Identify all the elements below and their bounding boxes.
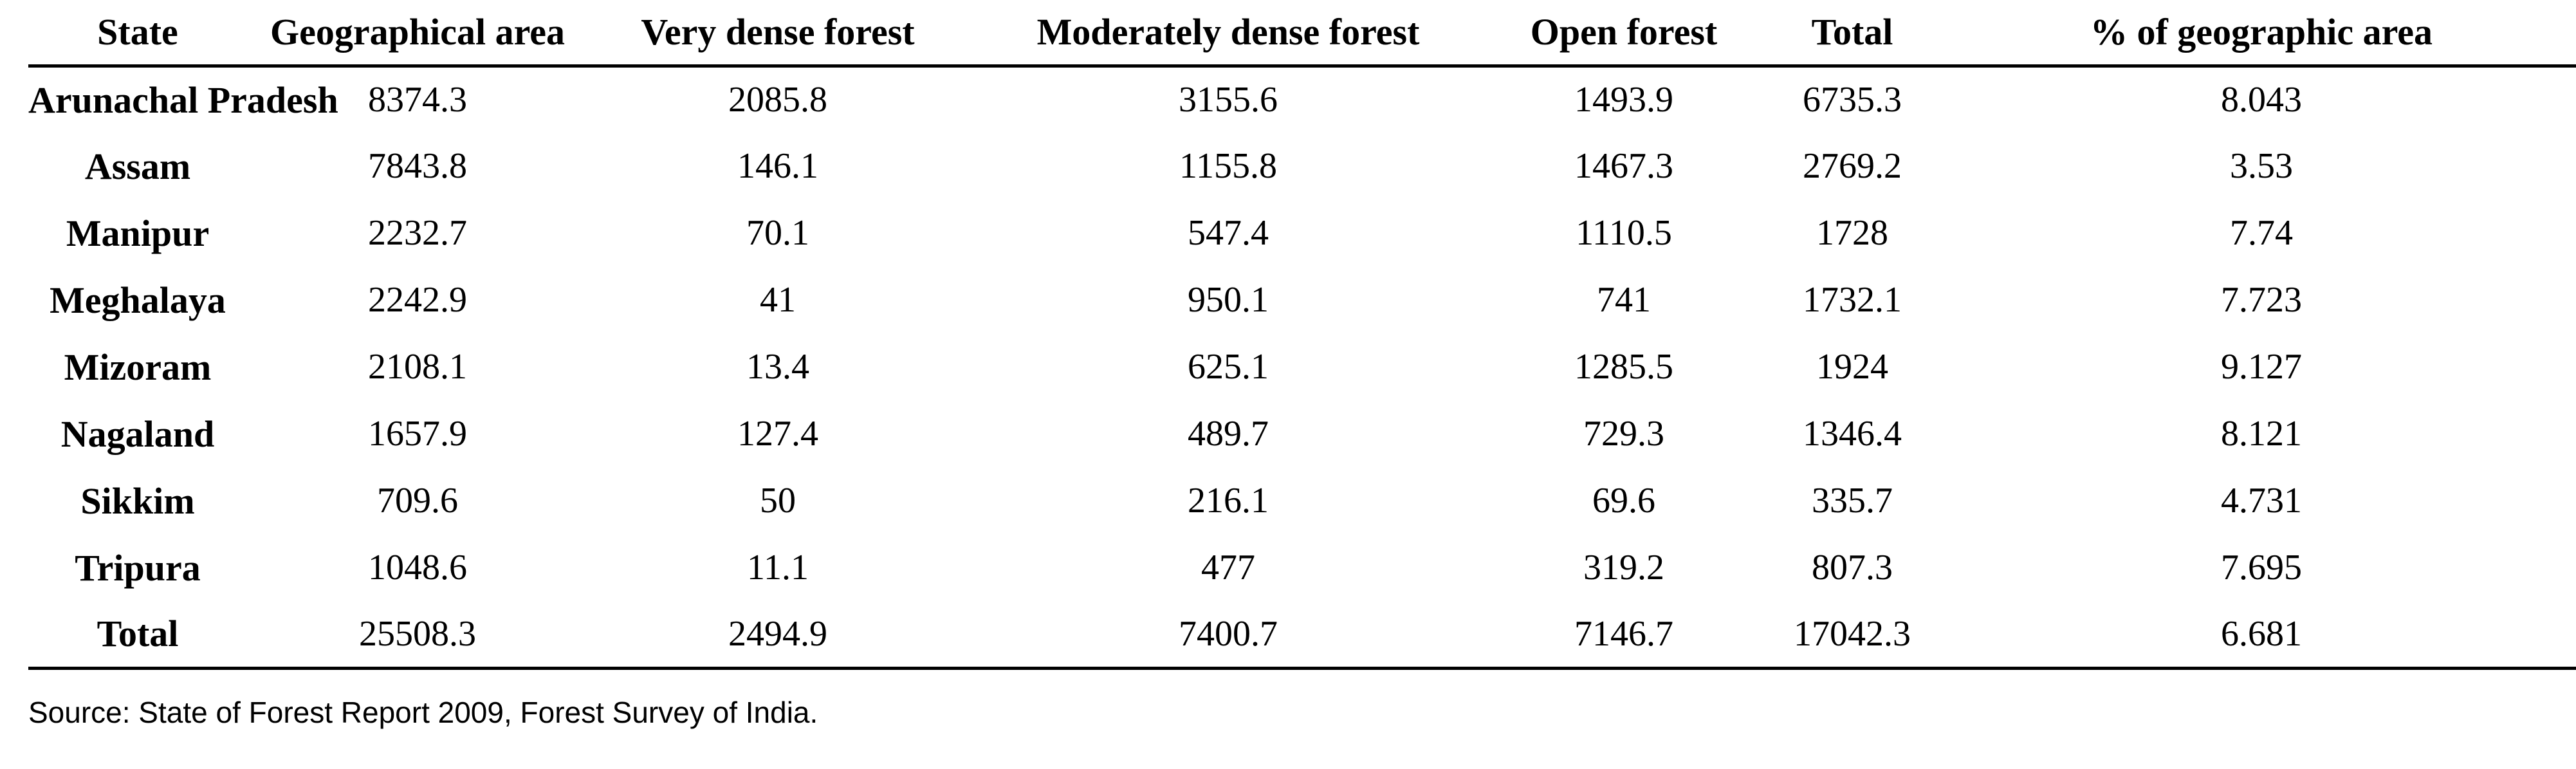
forest-cover-table-container: State Geographical area Very dense fores… <box>28 0 2576 670</box>
cell-open-forest: 69.6 <box>1592 481 1655 521</box>
table-row: Manipur 2232.7 70.1 547.4 1110.5 1728 7.… <box>28 199 2576 266</box>
cell-state: Sikkim <box>80 479 195 522</box>
cell-total: 6735.3 <box>1803 80 1902 120</box>
cell-total: 17042.3 <box>1794 613 1911 654</box>
header-row: State Geographical area Very dense fores… <box>28 0 2576 66</box>
cell-geographical-area: 709.6 <box>377 481 458 521</box>
header-open-forest: Open forest <box>1530 11 1718 53</box>
cell-geographical-area: 7843.8 <box>368 146 467 186</box>
cell-state: Manipur <box>66 212 210 254</box>
cell-very-dense-forest: 13.4 <box>746 347 809 387</box>
cell-total: 1732.1 <box>1803 280 1902 320</box>
cell-moderately-dense-forest: 1155.8 <box>1179 146 1277 186</box>
cell-geographical-area: 8374.3 <box>368 80 467 120</box>
cell-very-dense-forest: 41 <box>760 280 796 320</box>
cell-very-dense-forest: 2494.9 <box>728 613 827 654</box>
cell-total: 1346.4 <box>1803 414 1902 454</box>
cell-total: 1728 <box>1816 213 1888 253</box>
cell-very-dense-forest: 11.1 <box>747 548 809 588</box>
cell-moderately-dense-forest: 489.7 <box>1188 414 1269 454</box>
cell-open-forest: 1110.5 <box>1576 213 1672 253</box>
forest-cover-table: State Geographical area Very dense fores… <box>28 0 2576 670</box>
header-total: Total <box>1811 11 1893 53</box>
cell-open-forest: 1467.3 <box>1574 146 1673 186</box>
cell-open-forest: 729.3 <box>1583 414 1664 454</box>
cell-total: 2769.2 <box>1803 146 1902 186</box>
cell-geographical-area: 1657.9 <box>368 414 467 454</box>
cell-open-forest: 741 <box>1597 280 1651 320</box>
cell-open-forest: 1285.5 <box>1574 347 1673 387</box>
table-row: Nagaland 1657.9 127.4 489.7 729.3 1346.4… <box>28 400 2576 467</box>
header-geographical-area: Geographical area <box>270 11 566 53</box>
cell-open-forest: 7146.7 <box>1574 613 1673 654</box>
cell-geographical-area: 2242.9 <box>368 280 467 320</box>
table-row-total: Total 25508.3 2494.9 7400.7 7146.7 17042… <box>28 601 2576 668</box>
cell-geographical-area: 2232.7 <box>368 213 467 253</box>
cell-moderately-dense-forest: 477 <box>1201 548 1255 588</box>
table-row: Mizoram 2108.1 13.4 625.1 1285.5 1924 9.… <box>28 333 2576 400</box>
cell-very-dense-forest: 2085.8 <box>728 80 827 120</box>
cell-total: 335.7 <box>1812 481 1893 521</box>
cell-open-forest: 1493.9 <box>1574 80 1673 120</box>
header-very-dense-forest: Very dense forest <box>641 11 915 53</box>
cell-percent-geographic-area: 7.74 <box>2230 213 2293 253</box>
cell-geographical-area: 1048.6 <box>368 548 467 588</box>
header-moderately-dense-forest: Moderately dense forest <box>1036 11 1420 53</box>
source-note: Source: State of Forest Report 2009, For… <box>28 696 818 729</box>
cell-geographical-area: 2108.1 <box>368 347 467 387</box>
cell-percent-geographic-area: 8.043 <box>2221 80 2302 120</box>
cell-very-dense-forest: 70.1 <box>746 213 809 253</box>
cell-total: 807.3 <box>1812 548 1893 588</box>
table-row: Assam 7843.8 146.1 1155.8 1467.3 2769.2 … <box>28 133 2576 199</box>
cell-percent-geographic-area: 4.731 <box>2221 481 2302 521</box>
table-row: Arunachal Pradesh 8374.3 2085.8 3155.6 1… <box>28 66 2576 133</box>
cell-moderately-dense-forest: 950.1 <box>1188 280 1269 320</box>
cell-open-forest: 319.2 <box>1583 548 1664 588</box>
table-header: State Geographical area Very dense fores… <box>28 0 2576 66</box>
cell-percent-geographic-area: 7.723 <box>2221 280 2302 320</box>
cell-percent-geographic-area: 3.53 <box>2230 146 2293 186</box>
cell-moderately-dense-forest: 216.1 <box>1188 481 1269 521</box>
cell-state: Nagaland <box>60 412 215 455</box>
cell-state: Tripura <box>75 546 201 589</box>
table-row: Tripura 1048.6 11.1 477 319.2 807.3 7.69… <box>28 534 2576 601</box>
cell-total: 1924 <box>1816 347 1888 387</box>
cell-state: Mizoram <box>64 346 212 388</box>
cell-very-dense-forest: 50 <box>760 481 796 521</box>
cell-moderately-dense-forest: 625.1 <box>1188 347 1269 387</box>
cell-moderately-dense-forest: 7400.7 <box>1179 613 1278 654</box>
header-state: State <box>97 11 178 53</box>
header-percent-geographic-area: % of geographic area <box>2090 11 2433 53</box>
table-row: Meghalaya 2242.9 41 950.1 741 1732.1 7.7… <box>28 266 2576 333</box>
table-row: Sikkim 709.6 50 216.1 69.6 335.7 4.731 <box>28 467 2576 534</box>
table-body: Arunachal Pradesh 8374.3 2085.8 3155.6 1… <box>28 66 2576 668</box>
cell-percent-geographic-area: 9.127 <box>2221 347 2302 387</box>
cell-very-dense-forest: 146.1 <box>737 146 818 186</box>
cell-very-dense-forest: 127.4 <box>737 414 818 454</box>
cell-state: Arunachal Pradesh <box>28 79 338 121</box>
cell-state: Assam <box>84 145 191 187</box>
cell-state: Total <box>97 613 179 655</box>
cell-moderately-dense-forest: 3155.6 <box>1179 80 1278 120</box>
cell-percent-geographic-area: 7.695 <box>2221 548 2302 588</box>
cell-state: Meghalaya <box>50 279 226 321</box>
cell-percent-geographic-area: 8.121 <box>2221 414 2302 454</box>
cell-percent-geographic-area: 6.681 <box>2221 613 2302 654</box>
cell-geographical-area: 25508.3 <box>359 613 476 654</box>
cell-moderately-dense-forest: 547.4 <box>1188 213 1269 253</box>
